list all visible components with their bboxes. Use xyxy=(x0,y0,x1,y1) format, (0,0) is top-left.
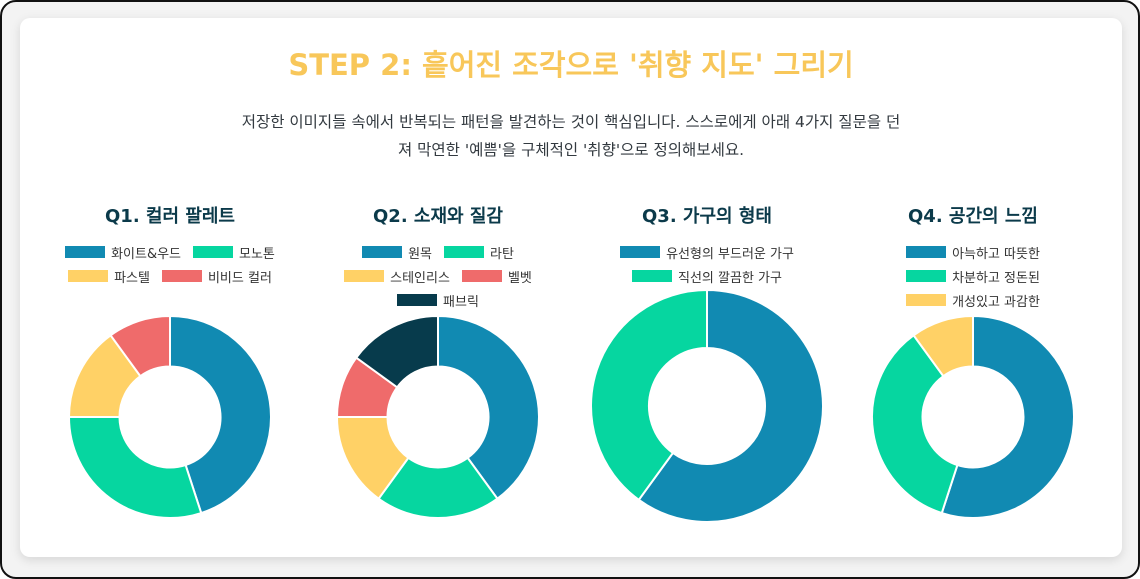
donut-slice[interactable] xyxy=(109,314,171,378)
donut-slice[interactable] xyxy=(637,288,824,523)
legend-swatch xyxy=(397,294,438,306)
legend-label: 아늑하고 따뜻한 xyxy=(952,246,1040,262)
legend-item[interactable]: 패브릭 xyxy=(397,290,479,310)
legend-label: 화이트&우드 xyxy=(111,246,182,262)
legend-swatch xyxy=(65,246,106,258)
donut-slice[interactable] xyxy=(871,333,959,515)
legend-item[interactable]: 화이트&우드 xyxy=(65,242,181,262)
legend-swatch xyxy=(632,270,673,282)
legend-swatch xyxy=(444,246,484,258)
legend-swatch xyxy=(161,270,202,282)
legend-swatch xyxy=(906,294,947,306)
legend-swatch xyxy=(461,270,502,282)
legend-swatch xyxy=(68,270,109,282)
chart-title: Q3. 가구의 형태 xyxy=(642,206,772,227)
legend-label: 파스텔 xyxy=(114,270,150,286)
content-card: STEP 2: 흩어진 조각으로 '취향 지도' 그리기 저장한 이미지들 속에… xyxy=(20,18,1122,557)
legend-item[interactable]: 모노톤 xyxy=(193,242,275,262)
legend-label: 스테인리스 xyxy=(390,270,450,286)
donut-slice[interactable] xyxy=(437,314,540,501)
legend-item[interactable]: 아늑하고 따뜻한 xyxy=(906,242,1040,262)
legend-swatch xyxy=(193,246,234,258)
legend-item[interactable]: 비비드 컬러 xyxy=(161,266,272,286)
legend-label: 차분하고 정돈된 xyxy=(952,270,1040,286)
legend-swatch xyxy=(620,246,661,258)
legend-swatch xyxy=(344,270,385,282)
donut-slice[interactable] xyxy=(169,314,272,515)
legend-label: 패브릭 xyxy=(443,294,479,310)
donut-slice[interactable] xyxy=(67,416,203,519)
intro-line-2: 져 막연한 '예쁨'을 구체적인 '취향'으로 정의해보세요. xyxy=(397,141,745,159)
legend-swatch xyxy=(906,246,947,258)
legend-label: 벨벳 xyxy=(507,270,532,286)
legend-item[interactable]: 라탄 xyxy=(444,242,514,262)
legend-label: 비비드 컬러 xyxy=(207,270,272,286)
donut-slice[interactable] xyxy=(940,314,1075,519)
chart-title: Q4. 공간의 느낌 xyxy=(908,206,1038,227)
legend-item[interactable]: 파스텔 xyxy=(68,266,150,286)
donut-slice[interactable] xyxy=(590,288,708,502)
legend-item[interactable]: 벨벳 xyxy=(461,266,532,286)
legend-label: 모노톤 xyxy=(239,246,275,262)
legend-item[interactable]: 유선형의 부드러운 가구 xyxy=(620,242,794,262)
donut-slice[interactable] xyxy=(354,314,439,389)
donut-chart-q1 xyxy=(67,314,272,519)
donut-chart-q3 xyxy=(590,288,824,523)
chart-title: Q2. 소재와 질감 xyxy=(373,206,503,227)
legend-item[interactable]: 원목 xyxy=(362,242,432,262)
donut-slice[interactable] xyxy=(912,314,974,378)
legend-item[interactable]: 직선의 깔끔한 가구 xyxy=(632,266,782,286)
intro-text: 저장한 이미지들 속에서 반복되는 패턴을 발견하는 것이 핵심입니다. 스스로… xyxy=(186,108,956,164)
legend-label: 개성있고 과감한 xyxy=(952,294,1040,310)
donut-chart-q4 xyxy=(871,314,1075,519)
intro-line-1: 저장한 이미지들 속에서 반복되는 패턴을 발견하는 것이 핵심입니다. 스스로… xyxy=(241,113,901,131)
legend-swatch xyxy=(362,246,403,258)
legend-label: 원목 xyxy=(408,246,432,262)
donut-slice[interactable] xyxy=(377,456,499,519)
legend-item[interactable]: 차분하고 정돈된 xyxy=(906,266,1040,286)
legend-label: 유선형의 부드러운 가구 xyxy=(666,246,794,262)
legend-label: 라탄 xyxy=(490,246,514,262)
donut-chart-q2 xyxy=(335,314,540,519)
legend-swatch xyxy=(906,270,947,282)
page-title: STEP 2: 흩어진 조각으로 '취향 지도' 그리기 xyxy=(288,48,854,82)
chart-title: Q1. 컬러 팔레트 xyxy=(105,206,235,227)
legend-item[interactable]: 스테인리스 xyxy=(344,266,450,286)
legend-item[interactable]: 개성있고 과감한 xyxy=(906,290,1040,310)
legend-label: 직선의 깔끔한 가구 xyxy=(678,270,782,286)
